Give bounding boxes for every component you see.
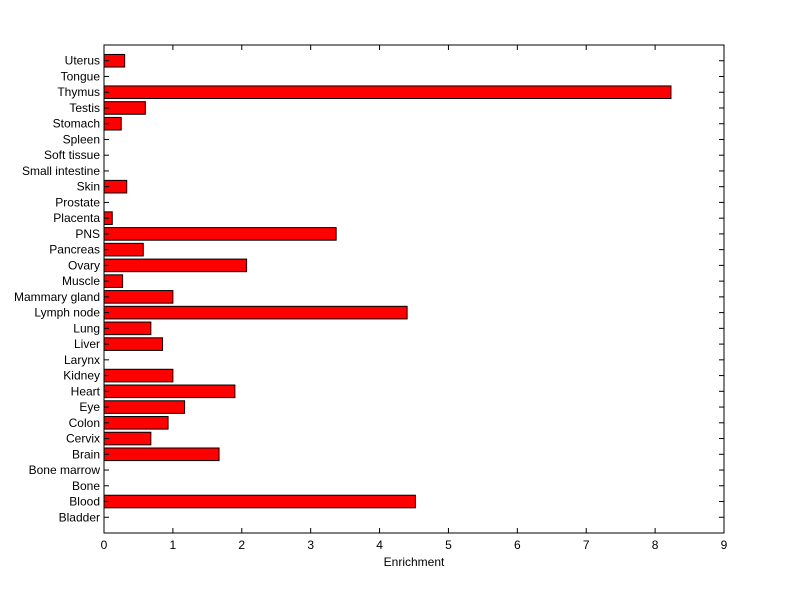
y-tick-label: Liver bbox=[74, 337, 100, 351]
x-tick-label: 6 bbox=[514, 538, 521, 552]
bar-blood bbox=[103, 494, 416, 509]
x-tick-label: 9 bbox=[721, 538, 728, 552]
y-tick-label: Bone bbox=[72, 479, 100, 493]
y-tick-label: Bladder bbox=[59, 510, 100, 524]
y-tick-label: Larynx bbox=[64, 353, 100, 367]
bar-eye bbox=[103, 400, 186, 414]
y-tick-label: Colon bbox=[69, 416, 100, 430]
y-tick-label: Cervix bbox=[66, 432, 100, 446]
x-tick-label: 3 bbox=[307, 538, 314, 552]
bar-thymus bbox=[103, 85, 672, 100]
y-tick-label: Pancreas bbox=[49, 243, 100, 257]
bar-kidney bbox=[103, 368, 174, 383]
y-tick-label: Stomach bbox=[53, 117, 100, 131]
y-tick-label: Soft tissue bbox=[44, 148, 100, 162]
y-tick-label: Spleen bbox=[63, 132, 100, 146]
y-tick-label: Ovary bbox=[68, 258, 100, 272]
x-tick-label: 1 bbox=[170, 538, 177, 552]
y-tick-label: Placenta bbox=[53, 211, 100, 225]
x-tick-label: 7 bbox=[583, 538, 590, 552]
y-tick-label: Lung bbox=[73, 321, 100, 335]
y-tick-label: Brain bbox=[72, 447, 100, 461]
y-tick-label: Testis bbox=[69, 101, 100, 115]
bar-lymph-node bbox=[103, 305, 408, 320]
y-tick-label: Skin bbox=[77, 180, 100, 194]
x-tick-label: 2 bbox=[238, 538, 245, 552]
y-tick-label: Uterus bbox=[65, 54, 100, 68]
x-tick-label: 5 bbox=[445, 538, 452, 552]
x-axis-label: Enrichment bbox=[384, 555, 445, 569]
y-tick-label: Tongue bbox=[61, 69, 101, 83]
y-tick-label: Prostate bbox=[55, 195, 100, 209]
bar-pancreas bbox=[103, 242, 144, 257]
y-tick-label: Small intestine bbox=[22, 164, 100, 178]
bar-cervix bbox=[103, 431, 152, 446]
bar-lung bbox=[103, 321, 152, 336]
x-tick-label: 4 bbox=[376, 538, 383, 552]
y-tick-label: Muscle bbox=[62, 274, 100, 288]
bars-group bbox=[103, 53, 672, 509]
y-tick-label: Eye bbox=[79, 400, 100, 414]
bar-testis bbox=[103, 101, 146, 115]
y-tick-label: Kidney bbox=[63, 369, 100, 383]
bar-heart bbox=[103, 384, 236, 399]
y-tick-label: Blood bbox=[69, 495, 100, 509]
bar-mammary-gland bbox=[103, 290, 174, 304]
x-tick-label: 0 bbox=[101, 538, 108, 552]
y-tick-label: PNS bbox=[75, 227, 100, 241]
y-tick-label: Thymus bbox=[57, 85, 100, 99]
bar-pns bbox=[103, 227, 337, 241]
y-tick-label: Lymph node bbox=[34, 306, 100, 320]
bar-ovary bbox=[103, 258, 248, 273]
bar-liver bbox=[103, 337, 164, 351]
y-tick-label: Heart bbox=[71, 384, 101, 398]
y-tick-label: Bone marrow bbox=[29, 463, 101, 477]
bar-brain bbox=[103, 447, 220, 462]
plot-frame bbox=[103, 44, 725, 534]
bar-colon bbox=[103, 416, 169, 430]
x-tick-label: 8 bbox=[652, 538, 659, 552]
y-tick-label: Mammary gland bbox=[14, 290, 100, 304]
